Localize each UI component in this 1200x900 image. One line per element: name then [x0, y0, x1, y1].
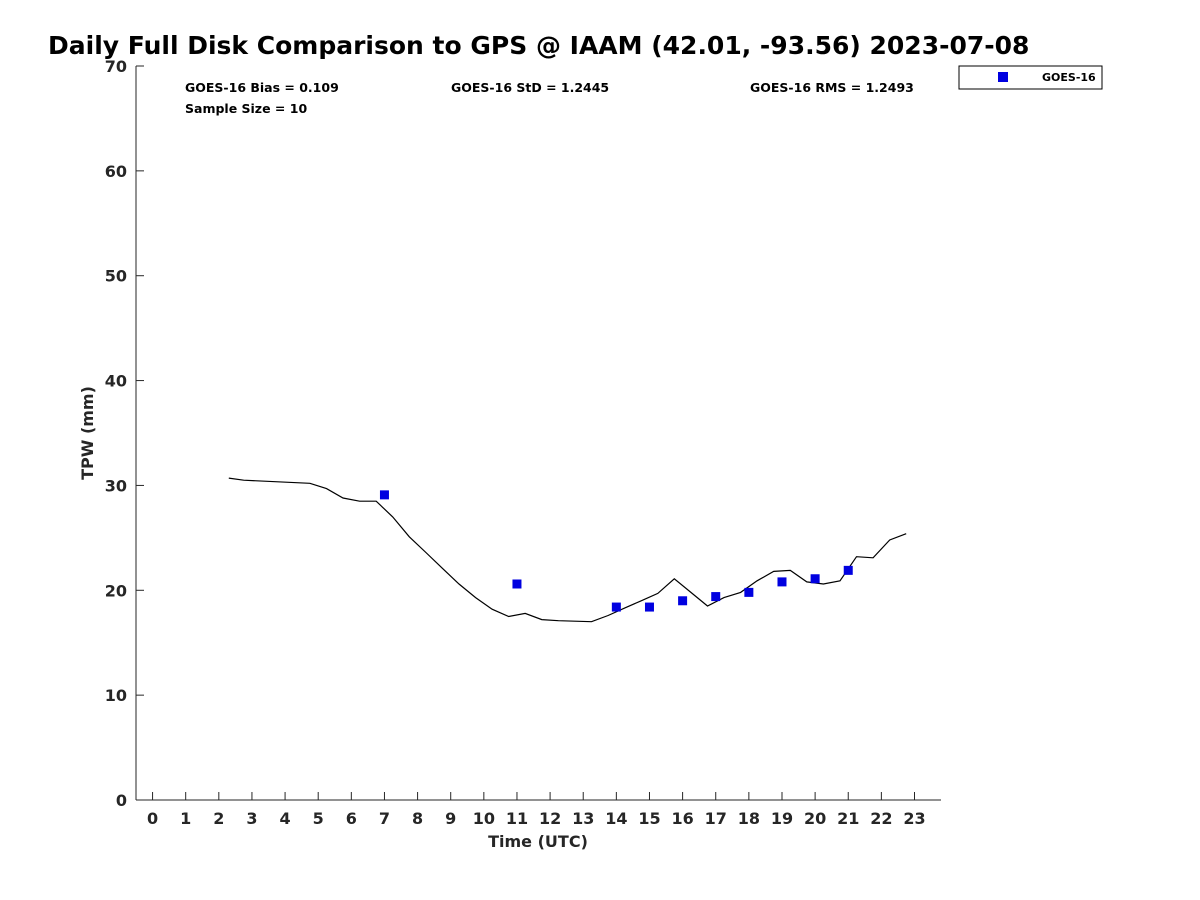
goes16-data-point	[379, 490, 389, 500]
gps-series-line	[228, 477, 907, 623]
x-tick-label: 4	[280, 809, 291, 828]
x-axis-ticks: 0 1 2 3 4 5 6 7 8 9 10 11 12 13 14 15 16 17 18 19 20 21 22 23	[147, 792, 926, 828]
x-tick-label: 15	[638, 809, 660, 828]
x-tick-label: 23	[903, 809, 925, 828]
y-axis-ticks: 0 10 20 30 40 50 60 70	[105, 57, 144, 810]
y-tick-label: 70	[105, 57, 127, 76]
goes16-data-point	[611, 602, 621, 612]
sample-size-stat: Sample Size = 10	[185, 101, 307, 116]
y-axis-label: TPW (mm)	[78, 386, 97, 480]
y-tick-label: 0	[116, 791, 127, 810]
y-tick-label: 20	[105, 581, 127, 600]
x-tick-label: 0	[147, 809, 158, 828]
goes16-data-point	[644, 602, 654, 612]
goes16-data-point	[678, 596, 688, 606]
y-tick-label: 40	[105, 372, 127, 391]
std-stat: GOES-16 StD = 1.2445	[451, 80, 609, 95]
x-tick-label: 1	[180, 809, 191, 828]
x-tick-label: 6	[346, 809, 357, 828]
goes16-data-point	[744, 587, 754, 597]
legend-label: GOES-16	[1042, 71, 1096, 84]
x-tick-label: 13	[572, 809, 594, 828]
x-tick-label: 2	[213, 809, 224, 828]
x-tick-label: 22	[870, 809, 892, 828]
axes	[135, 66, 941, 801]
goes16-data-point	[512, 579, 522, 589]
rms-stat: GOES-16 RMS = 1.2493	[750, 80, 914, 95]
x-tick-label: 8	[412, 809, 423, 828]
x-tick-label: 20	[804, 809, 826, 828]
legend-box	[958, 65, 1103, 90]
x-tick-label: 11	[506, 809, 528, 828]
x-tick-label: 5	[313, 809, 324, 828]
x-tick-label: 16	[671, 809, 693, 828]
legend-marker	[998, 72, 1008, 82]
x-tick-label: 7	[379, 809, 390, 828]
x-tick-label: 12	[539, 809, 561, 828]
goes16-data-point	[810, 574, 820, 584]
x-axis-label: Time (UTC)	[488, 832, 588, 851]
y-tick-label: 60	[105, 162, 127, 181]
goes16-data-point	[711, 592, 721, 602]
legend: GOES-16	[958, 65, 1103, 90]
x-tick-label: 19	[771, 809, 793, 828]
goes16-data-point	[777, 577, 787, 587]
x-tick-label: 10	[473, 809, 495, 828]
x-tick-label: 21	[837, 809, 859, 828]
x-tick-label: 14	[605, 809, 627, 828]
x-tick-label: 9	[445, 809, 456, 828]
y-tick-label: 50	[105, 267, 127, 286]
x-tick-label: 17	[705, 809, 727, 828]
x-tick-label: 3	[246, 809, 257, 828]
chart-title: Daily Full Disk Comparison to GPS @ IAAM…	[48, 31, 1029, 60]
bias-stat: GOES-16 Bias = 0.109	[185, 80, 339, 95]
y-tick-label: 30	[105, 476, 127, 495]
goes16-data-point	[843, 565, 853, 575]
x-tick-label: 18	[738, 809, 760, 828]
plot-area	[228, 477, 907, 623]
y-tick-label: 10	[105, 686, 127, 705]
